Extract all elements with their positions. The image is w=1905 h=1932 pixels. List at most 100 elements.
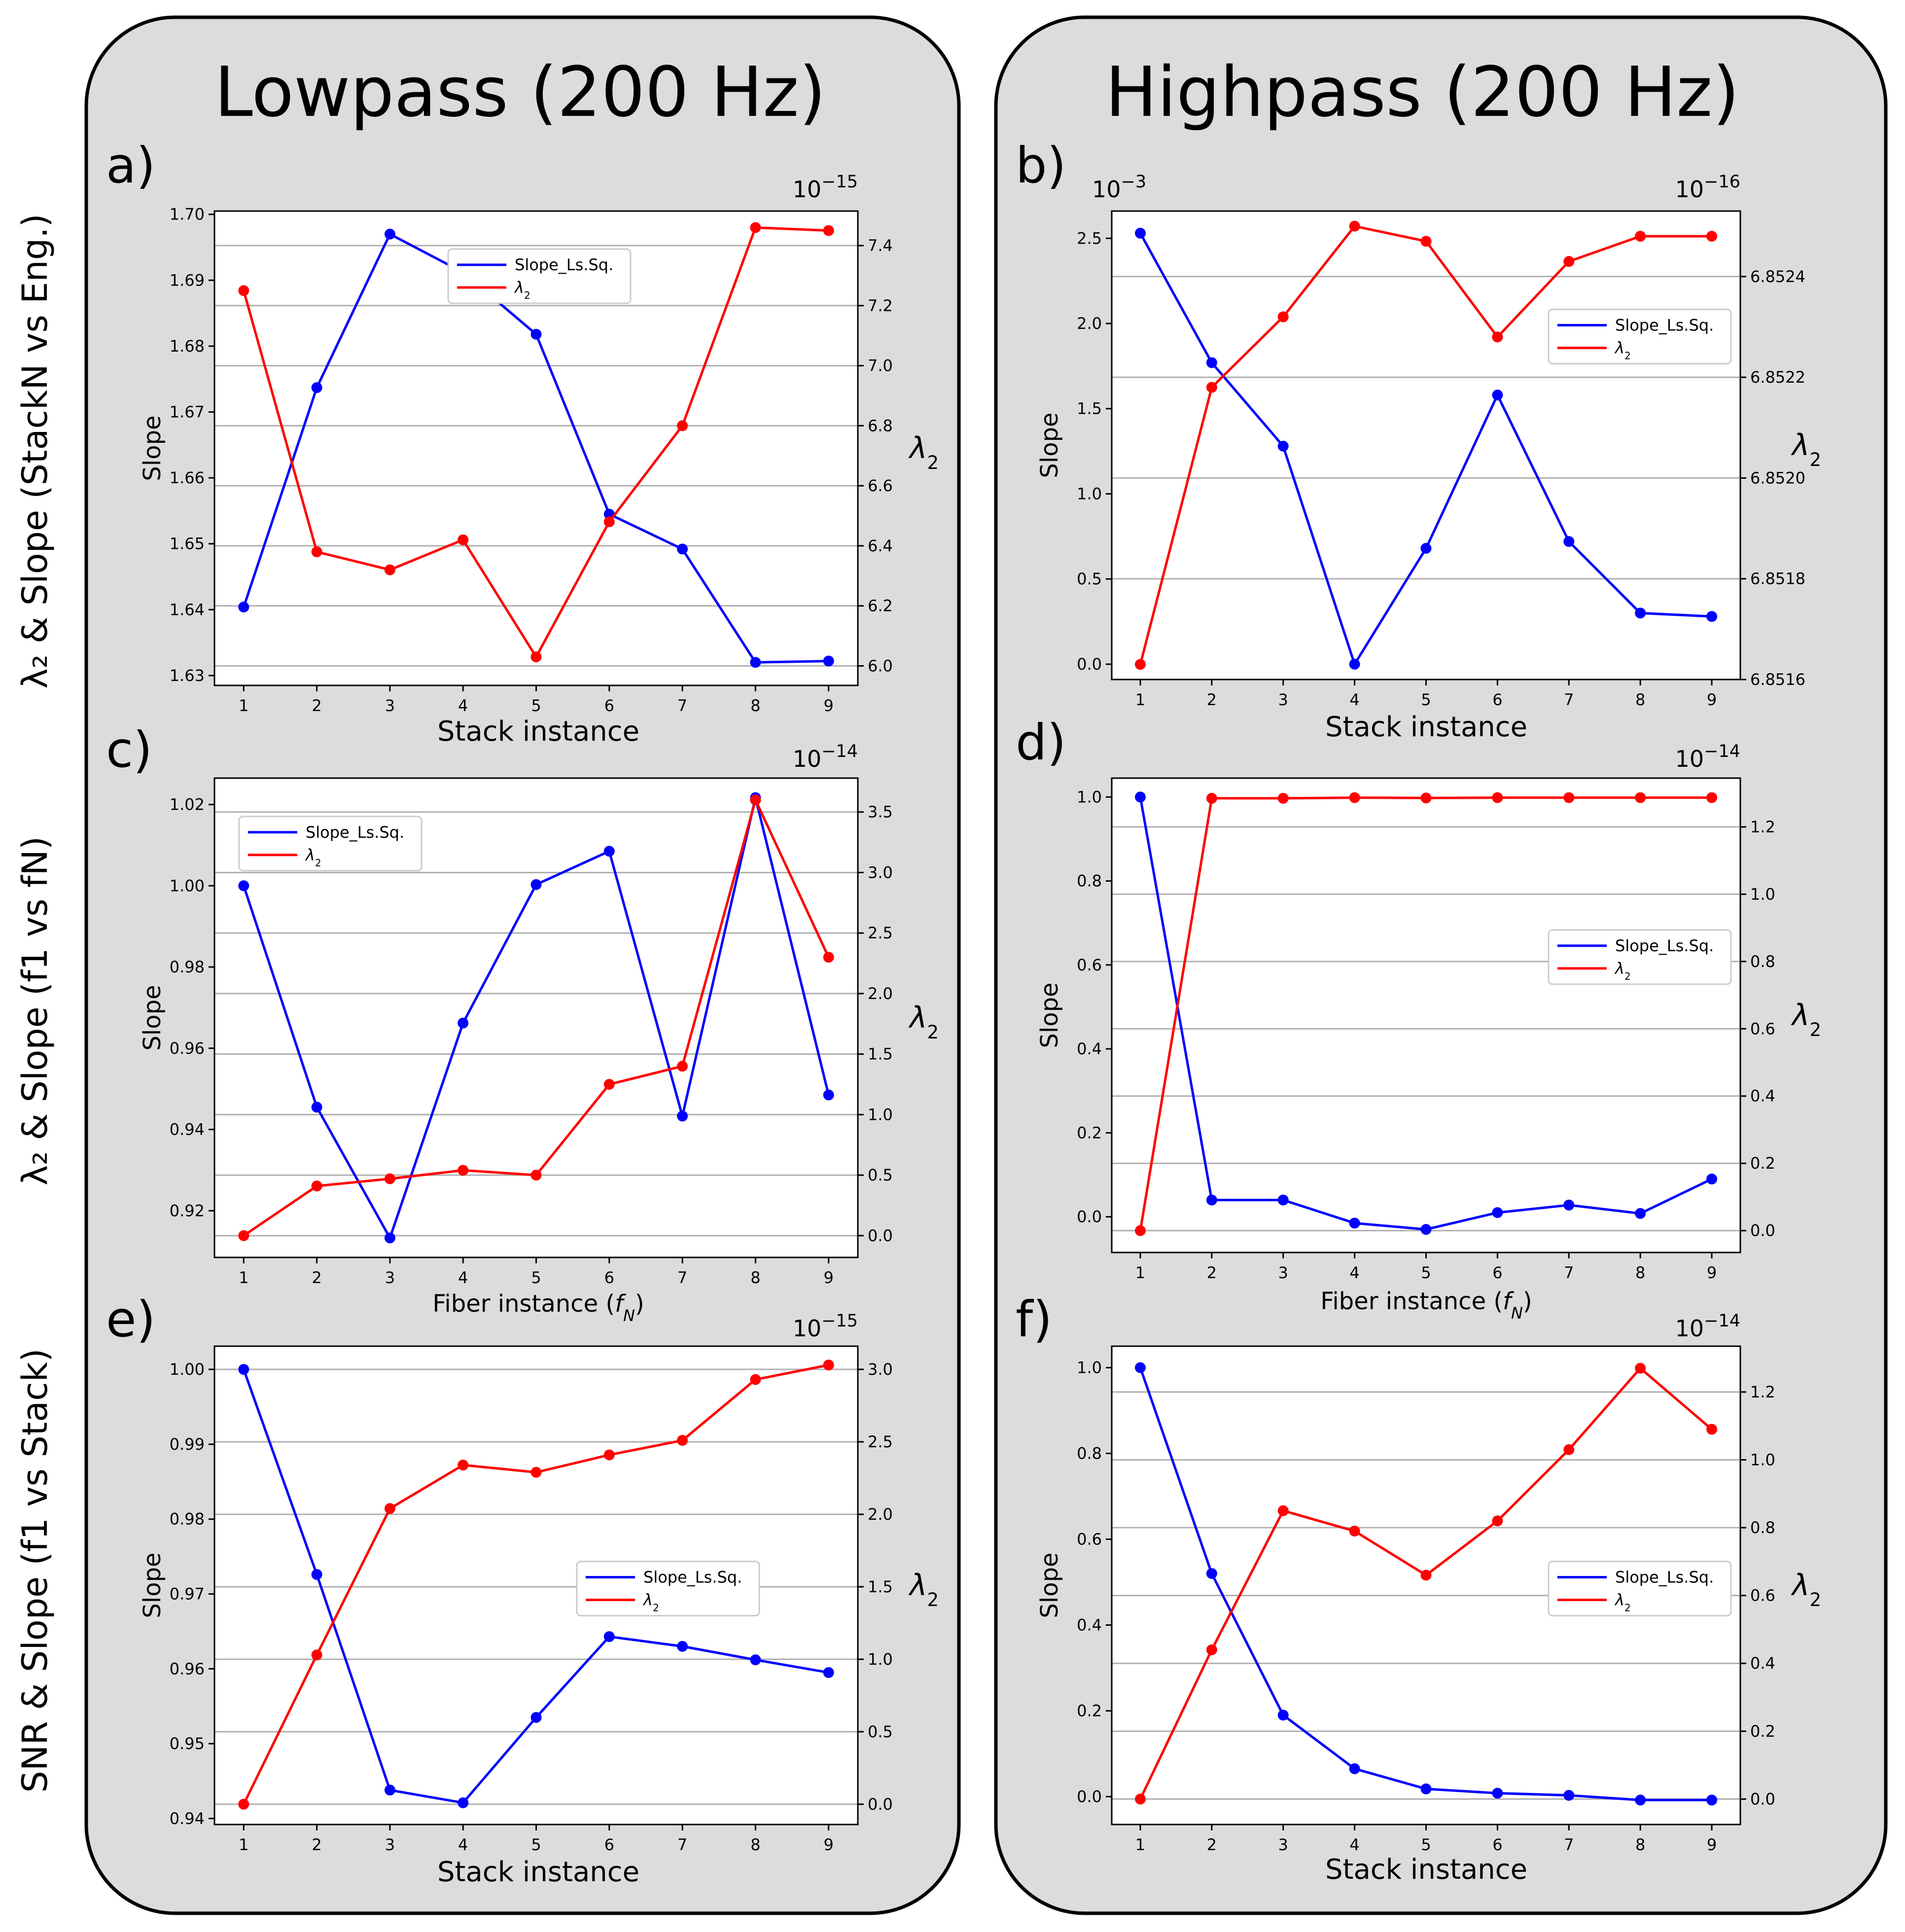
x-tick-label: 8 bbox=[1635, 1263, 1645, 1282]
x-tick-label: 2 bbox=[1207, 1263, 1217, 1282]
lambda-point bbox=[1206, 792, 1217, 804]
y2-tick-label: 2.0 bbox=[868, 1505, 893, 1524]
y1-axis-label: Slope bbox=[139, 985, 166, 1050]
y1-tick-label: 0.0 bbox=[1077, 1208, 1102, 1226]
x-tick-label: 8 bbox=[750, 1268, 760, 1287]
x-tick-label: 6 bbox=[1492, 690, 1502, 709]
slope-point bbox=[311, 1569, 322, 1580]
y2-tick-label: 6.2 bbox=[868, 597, 893, 615]
x-tick-label: 4 bbox=[458, 1835, 468, 1854]
lambda-point bbox=[1277, 1505, 1289, 1516]
legend-box bbox=[1548, 929, 1732, 985]
y2-tick-label: 0.5 bbox=[868, 1166, 893, 1184]
x-tick-label: 2 bbox=[312, 1268, 321, 1287]
x-tick-label: 8 bbox=[1635, 690, 1645, 709]
lambda-point bbox=[1349, 1525, 1360, 1537]
y1-axis-label: Slope bbox=[139, 1552, 166, 1618]
lambda-point bbox=[384, 1173, 395, 1184]
lambda-point bbox=[1134, 1793, 1146, 1805]
row-label-f1-vs-fn: λ₂ & Slope (f1 vs fN) bbox=[15, 836, 55, 1185]
x-axis-label: Fiber instance (fN) bbox=[1320, 1288, 1532, 1323]
legend-lambda-label: λ2 bbox=[1614, 339, 1631, 362]
y1-tick-label: 0.6 bbox=[1077, 1530, 1102, 1548]
y1-tick-label: 1.67 bbox=[170, 403, 205, 422]
slope-point bbox=[1420, 1224, 1432, 1235]
lambda-point bbox=[311, 1649, 322, 1661]
x-axis-label: Stack instance bbox=[437, 1856, 639, 1888]
y2-tick-label: 0.2 bbox=[1750, 1154, 1775, 1173]
slope-point bbox=[1563, 1199, 1575, 1211]
y2-offset-label: 10−15 bbox=[793, 1311, 858, 1342]
x-tick-label: 5 bbox=[531, 696, 541, 715]
panel-letter: e) bbox=[106, 1290, 156, 1348]
axes-frame bbox=[213, 210, 859, 686]
y2-tick-label: 0.8 bbox=[1750, 1518, 1775, 1537]
slope-point bbox=[238, 1364, 249, 1375]
lambda-point bbox=[238, 285, 249, 296]
slope-point bbox=[750, 657, 761, 668]
y1-tick-label: 2.5 bbox=[1077, 229, 1102, 248]
lambda-point bbox=[603, 1449, 615, 1461]
chart-d: 0.0 0.2 0.4 0.6 0.8 1.0 0.0 0.2 0.4 0.6 0.8 1.0 1.2 1… bbox=[1016, 714, 1821, 1323]
legend-slope-label: Slope_Ls.Sq. bbox=[1615, 1568, 1714, 1587]
axes-frame bbox=[1111, 210, 1741, 680]
plot-area bbox=[1112, 778, 1740, 1252]
x-tick-label: 9 bbox=[824, 1835, 834, 1854]
y1-tick-label: 0.2 bbox=[1077, 1701, 1102, 1720]
axes-frame bbox=[213, 1345, 859, 1825]
lambda-point bbox=[677, 1061, 688, 1072]
y2-tick-label: 0.0 bbox=[1750, 1789, 1775, 1808]
panel-letter: a) bbox=[106, 137, 155, 194]
slope-point bbox=[530, 879, 542, 890]
slope-point bbox=[1492, 390, 1503, 401]
y2-tick-label: 0.0 bbox=[1750, 1221, 1775, 1240]
y1-tick-label: 0.95 bbox=[170, 1734, 205, 1753]
x-tick-label: 4 bbox=[1349, 1835, 1359, 1854]
x-tick-label: 6 bbox=[1492, 1263, 1502, 1282]
panel-letter: f) bbox=[1016, 1290, 1052, 1348]
slope-point bbox=[1277, 1194, 1289, 1206]
lambda-point bbox=[1635, 1362, 1646, 1374]
x-tick-label: 7 bbox=[677, 1268, 687, 1287]
y2-tick-label: 6.4 bbox=[868, 537, 893, 555]
y2-axis-label: λ2 bbox=[1791, 1568, 1821, 1610]
y1-tick-label: 1.68 bbox=[170, 337, 205, 356]
legend-slope-label: Slope_Ls.Sq. bbox=[1615, 936, 1714, 955]
x-tick-label: 6 bbox=[604, 696, 614, 715]
x-tick-label: 7 bbox=[1564, 1835, 1574, 1854]
legend-slope-label: Slope_Ls.Sq. bbox=[643, 1568, 742, 1587]
slope-point bbox=[311, 382, 322, 394]
slope-point bbox=[1706, 1794, 1718, 1806]
y1-tick-label: 0.96 bbox=[170, 1039, 205, 1058]
x-tick-label: 6 bbox=[1492, 1835, 1502, 1854]
y1-axis-label: Slope bbox=[1036, 412, 1063, 478]
slope-point bbox=[1349, 1763, 1360, 1774]
y1-tick-label: 0.94 bbox=[170, 1120, 205, 1139]
lambda-point bbox=[1706, 1424, 1718, 1435]
y2-tick-label: 6.8 bbox=[868, 416, 893, 435]
chart-f: 0.0 0.2 0.4 0.6 0.8 1.0 0.0 0.2 0.4 0.6 0.8 1.0 1.2 1… bbox=[1016, 1290, 1821, 1886]
slope-point bbox=[238, 880, 249, 892]
legend: Slope_Ls.Sq. λ2 bbox=[238, 816, 423, 872]
x-tick-label: 7 bbox=[1564, 1263, 1574, 1282]
lambda-point bbox=[458, 1165, 469, 1176]
legend-lambda-label: λ2 bbox=[514, 278, 530, 301]
slope-point bbox=[238, 602, 249, 613]
y2-axis-label: λ2 bbox=[908, 1001, 939, 1043]
lambda-point bbox=[1635, 231, 1646, 242]
y2-tick-label: 0.0 bbox=[868, 1226, 893, 1245]
lambda-point bbox=[311, 546, 322, 558]
x-axis-label: Stack instance bbox=[1325, 1854, 1527, 1886]
y1-tick-label: 1.70 bbox=[170, 205, 205, 224]
legend: Slope_Ls.Sq. λ2 bbox=[1548, 309, 1732, 364]
y2-tick-label: 1.2 bbox=[1750, 1383, 1775, 1401]
lambda-point bbox=[530, 1467, 542, 1478]
y1-tick-label: 0.94 bbox=[170, 1809, 205, 1828]
lambda-point bbox=[677, 1435, 688, 1446]
y2-tick-label: 6.8518 bbox=[1750, 570, 1805, 588]
y1-tick-label: 0.2 bbox=[1077, 1123, 1102, 1142]
y2-tick-label: 6.8524 bbox=[1750, 267, 1805, 286]
y2-tick-label: 6.0 bbox=[868, 656, 893, 675]
y2-tick-label: 6.8520 bbox=[1750, 468, 1805, 487]
